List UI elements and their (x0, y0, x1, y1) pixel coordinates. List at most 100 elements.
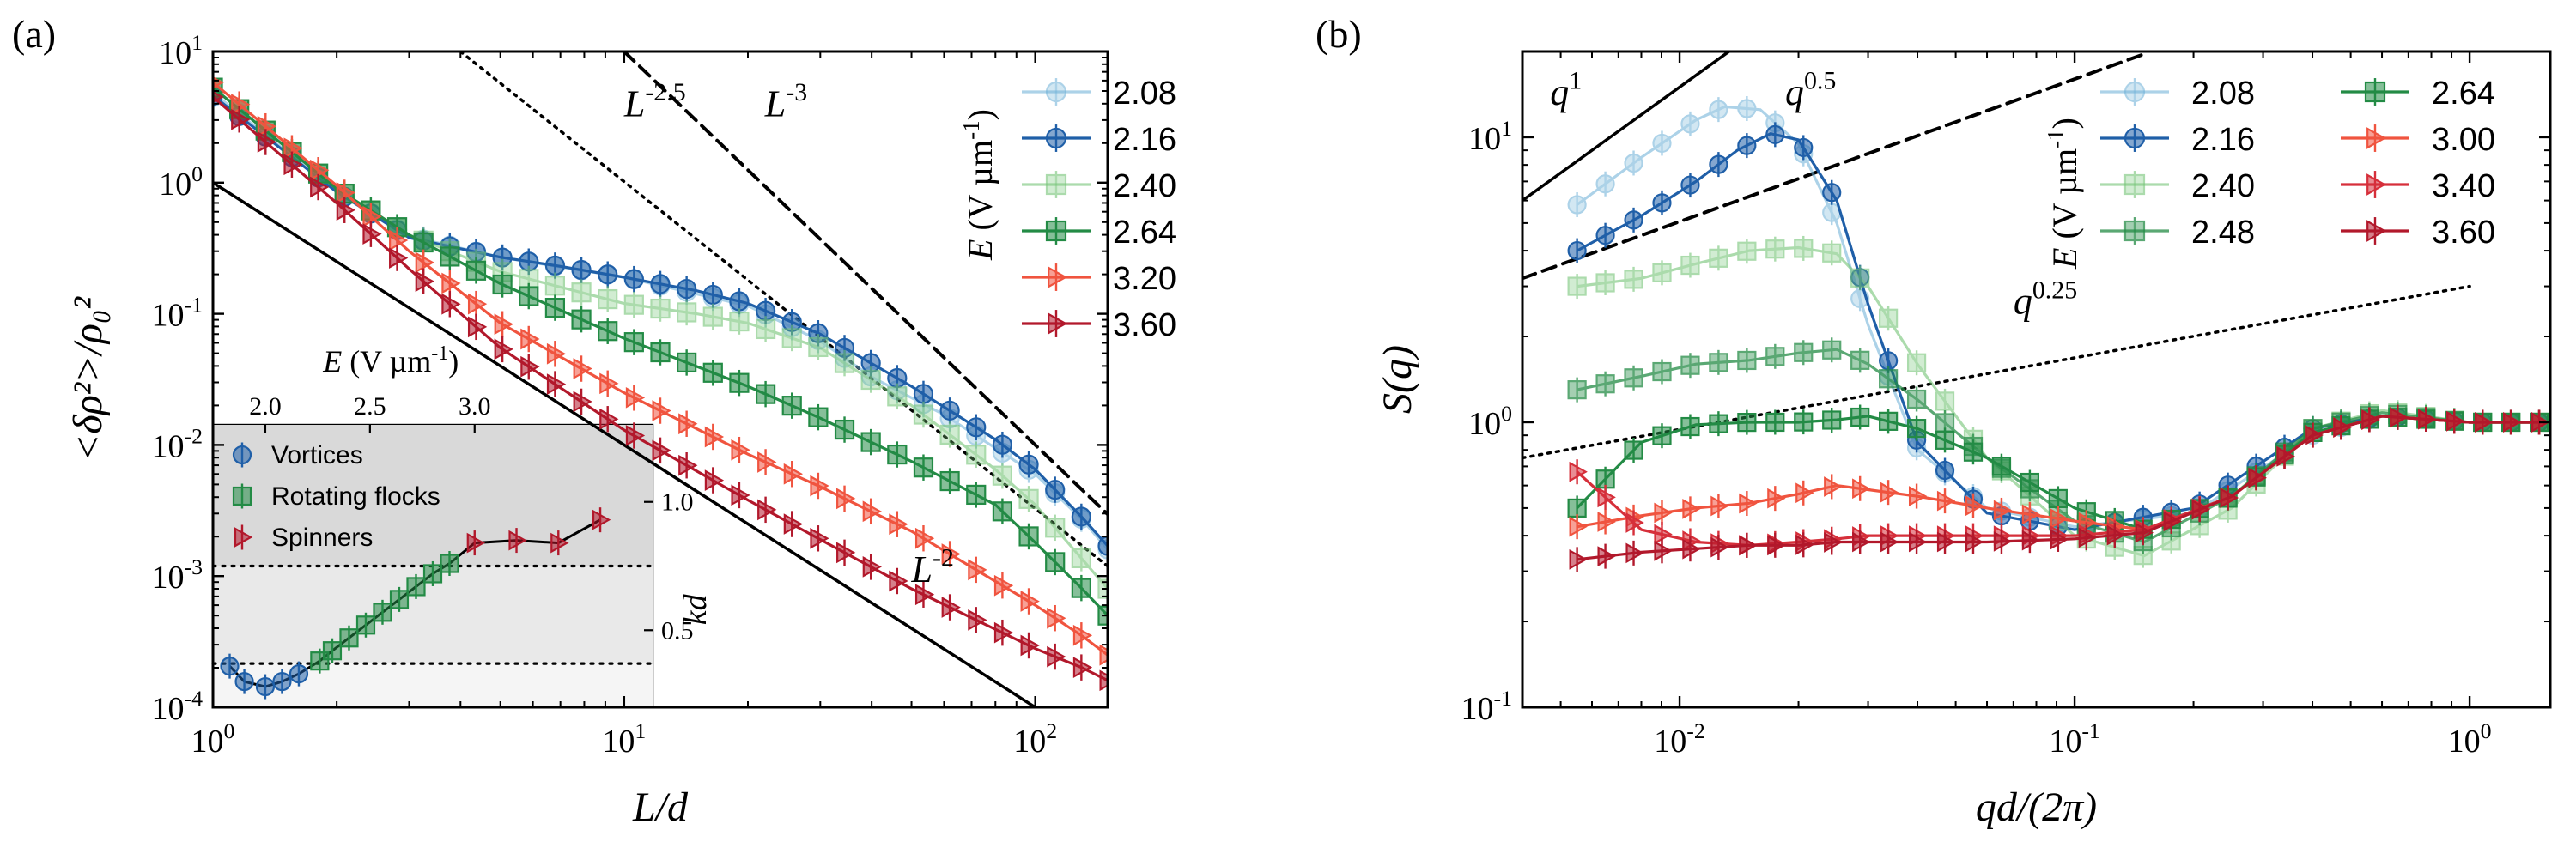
panel-a-point-3.60-8 (415, 268, 434, 294)
panel-a-y-tick-label-exp: -4 (184, 686, 203, 711)
panel-a-y-tick-label-exp: 1 (191, 30, 203, 55)
panel-b-point-3.60-2 (1625, 540, 1644, 566)
panel-b-point-3.60-5 (1710, 535, 1729, 560)
panel-a-point-3.60-10 (467, 313, 488, 341)
panel-a-y-tick-label-base: 10 (151, 691, 184, 727)
panel-a-point-2.16-15 (598, 261, 618, 288)
inset-y-tick-label: 1.0 (661, 488, 694, 517)
inset-point-7 (339, 625, 359, 651)
panel-b-point-3.00-16 (2021, 501, 2041, 527)
panel-b-legend-title-unit: (V µm (2045, 148, 2084, 248)
panel-a-point-2.16-31 (1018, 451, 1039, 478)
panel-b-point-2.16-13 (1935, 457, 1955, 483)
inset-x-tick-label: 2.0 (249, 392, 282, 421)
inset: 2.0 2.5 3.0 0.5 1.0 E (V µm-1) kd Vortices Rotat… (211, 342, 714, 700)
inset-point-16 (550, 530, 569, 556)
panel-a-point-2.40-31 (1018, 486, 1039, 512)
panel-b-reference-label-0: q1 (1550, 67, 1582, 113)
panel-a-point-2.40-32 (1045, 514, 1066, 542)
panel-b-reference-label-2-base: q (2014, 281, 2032, 323)
panel-b-point-2.16-11 (1879, 348, 1899, 373)
panel-b-point-3.00-11 (1880, 480, 1899, 506)
inset-legend-label-2: Spinners (271, 524, 373, 552)
panel-b-point-3.60-14 (1965, 529, 1984, 554)
panel-b-point-3.00-8 (1795, 480, 1814, 506)
panel-b-point-2.16-1 (1595, 222, 1615, 248)
panel-b-point-3.60-10 (1852, 529, 1871, 554)
panel-a-legend-title-close: ) (961, 109, 999, 120)
panel-a-point-3.20-21 (757, 449, 777, 475)
inset-legend-marker-1 (232, 483, 252, 509)
panel-a-point-2.16-21 (755, 298, 776, 324)
inset-point-14 (466, 530, 486, 556)
panel-b-point-3.60-20 (2135, 520, 2154, 546)
inset-point-2 (255, 674, 276, 700)
panel-a-point-3.20-34 (1099, 641, 1108, 669)
panel-b-reference-line-2 (1522, 284, 2471, 460)
inset-point-15 (508, 528, 527, 554)
panel-b-legend-entry-1-label: 2.16 (2191, 122, 2255, 158)
panel-a-point-2.64-13 (544, 294, 566, 321)
panel-b-point-3.00-13 (1936, 488, 1956, 514)
inset-point-0 (220, 653, 240, 679)
panel-a-xlabel: L/d (632, 784, 689, 830)
panel-b-point-2.64-10 (1850, 404, 1870, 430)
panel-a-point-3.60-34 (1099, 667, 1108, 694)
panel-b-point-2.48-10 (1850, 348, 1870, 373)
panel-b-point-2.08-5 (1709, 97, 1728, 123)
panel-b-y-tick-label-base: 10 (1461, 691, 1493, 727)
panel-a-point-2.40-26 (887, 383, 908, 410)
panel-a-point-2.40-13 (544, 272, 566, 300)
panel-b-x-tick-label-base: 10 (2448, 724, 2481, 760)
panel-a-point-3.60-23 (810, 525, 829, 552)
panel-b-legend-entry-5-marker (2366, 124, 2387, 152)
inset-xlabel-var: E (322, 344, 342, 379)
panel-a-legend-entry-2-label: 2.40 (1113, 168, 1176, 204)
panel-a-point-3.20-29 (968, 556, 987, 584)
panel-a-y-tick-label: 101 (159, 30, 203, 71)
panel-b-x-tick-label: 10-1 (2049, 718, 2100, 760)
panel-a-y-tick-label-base: 10 (151, 428, 184, 464)
panel-b-reference-line-1 (1522, 51, 2147, 281)
panel-a-point-2.40-15 (598, 286, 618, 312)
panel-b-y-tick-label: 10-1 (1461, 686, 1512, 727)
panel-b-point-2.16-8 (1794, 135, 1814, 161)
inset-legend-marker-0 (232, 442, 252, 468)
panel-a-point-3.20-30 (993, 572, 1014, 599)
panel-b-point-2.64-4 (1680, 414, 1700, 439)
panel-b-point-2.64-2 (1624, 438, 1643, 463)
panel-a-legend-entry-4-label: 3.20 (1113, 261, 1176, 297)
panel-a-point-3.60-7 (389, 245, 409, 271)
panel-b-point-3.60-15 (1993, 529, 2013, 554)
panel-a-point-2.16-34-shape (1097, 536, 1108, 556)
panel-a-point-3.20-26 (889, 511, 908, 537)
inset-xlabel-close: ) (448, 344, 459, 379)
inset-xlabel: E (V µm-1) (322, 342, 459, 379)
panel-a-reference-label-1: L-2.5 (623, 78, 686, 124)
panel-b-point-3.60-31 (2446, 409, 2465, 434)
panel-b-point-3.00-7 (1767, 486, 1786, 512)
panel-a-legend-title-unit: (V µm (961, 140, 999, 239)
panel-a-point-3.60-25 (862, 554, 882, 580)
panel-b-point-2.40-12 (1906, 350, 1927, 376)
panel-b-point-2.48-9 (1822, 337, 1842, 363)
panel-b-reference-label-0-exp: 1 (1569, 67, 1582, 95)
panel-a-point-2.64-25 (860, 428, 881, 456)
panel-b-legend: E (V µm-1) 2.08 2.16 2.40 2.48 2.64 3.00 3.40 3.… (2043, 76, 2495, 270)
inset-point-1 (234, 669, 254, 694)
panel-a-point-3.60-19 (704, 467, 725, 494)
panel-a-x-tick-label-base: 10 (191, 724, 224, 760)
panel-a-point-3.60-14 (573, 388, 592, 415)
panel-b-legend-entry-4-marker (2364, 78, 2386, 106)
inset-xlabel-unit: (V µm (342, 344, 431, 379)
panel-a-y-tick-label-base: 10 (151, 298, 184, 334)
panel-a-point-2.40-30 (992, 462, 1013, 489)
panel-a-point-2.40-21 (755, 316, 776, 342)
panel-b-reference-label-1-base: q (1785, 71, 1804, 113)
inset-point-8 (355, 612, 376, 638)
panel-b-point-2.16-7 (1765, 122, 1785, 148)
panel-a-point-2.64-12 (519, 282, 539, 310)
panel-b-point-2.40-6 (1737, 239, 1757, 264)
panel-a-y-tick-label: 10-1 (151, 293, 203, 334)
panel-a-point-2.64-33 (1071, 574, 1091, 602)
